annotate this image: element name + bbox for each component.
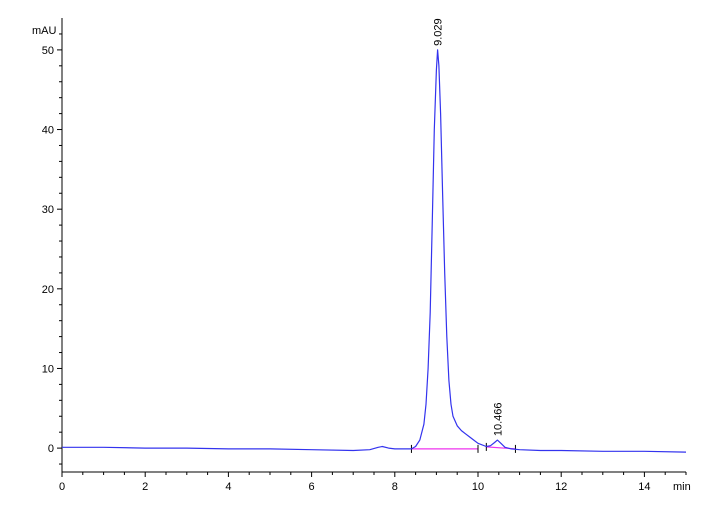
plot-area: 9.029 10.466 xyxy=(62,18,687,453)
x-tick-label: 4 xyxy=(225,481,231,493)
x-tick-label: 0 xyxy=(59,481,65,493)
x-tick-label: 14 xyxy=(638,481,650,493)
chromatogram-trace xyxy=(62,49,687,453)
y-tick-label: 50 xyxy=(42,45,54,57)
peak-label: 9.029 xyxy=(433,18,445,46)
x-tick-label: 6 xyxy=(309,481,315,493)
y-tick-label: 30 xyxy=(42,204,54,216)
x-tick-label: 2 xyxy=(142,481,148,493)
y-tick-label: 40 xyxy=(42,125,54,137)
peak-label: 10.466 xyxy=(492,402,504,436)
y-tick-label: 20 xyxy=(42,284,54,296)
x-tick-label: 12 xyxy=(555,481,567,493)
x-tick-label: 8 xyxy=(392,481,398,493)
x-axis: 0 2 4 6 8 10 12 14 xyxy=(59,471,687,493)
x-axis-unit-label: min xyxy=(673,481,691,493)
x-tick-label: 10 xyxy=(472,481,484,493)
y-tick-label: 10 xyxy=(42,363,54,375)
y-axis-unit-label: mAU xyxy=(32,25,57,37)
y-tick-label: 0 xyxy=(48,443,54,455)
y-axis: 0 10 20 30 40 50 xyxy=(42,18,63,472)
